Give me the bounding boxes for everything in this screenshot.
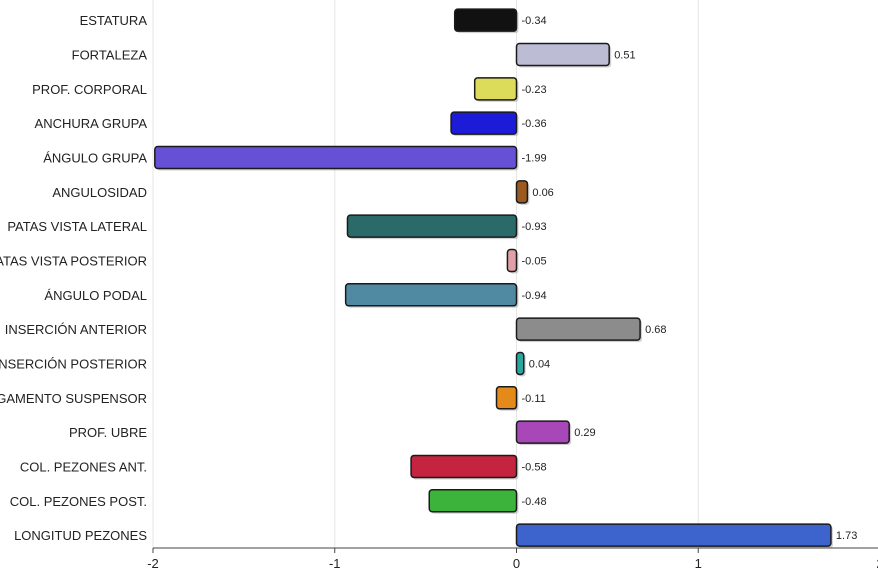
x-tick-label: -1 [329, 556, 341, 571]
category-label: ÁNGULO PODAL [44, 288, 147, 303]
category-label: FORTALEZA [72, 47, 148, 62]
bar [453, 8, 518, 32]
value-label: -0.94 [522, 290, 547, 302]
bar [344, 283, 518, 307]
category-label: PATAS VISTA LATERAL [7, 219, 147, 234]
bar [506, 248, 518, 273]
category-label: ANCHURA GRUPA [35, 116, 148, 131]
category-label: PROF. UBRE [69, 425, 147, 440]
category-label: PROF. CORPORAL [32, 82, 147, 97]
bar [515, 180, 529, 204]
x-tick-label: 1 [695, 556, 702, 571]
x-tick-label: 2 [876, 556, 878, 571]
category-label: INSERCIÓN ANTERIOR [5, 322, 147, 337]
x-tick-label: 0 [513, 556, 520, 571]
bar [428, 489, 518, 513]
category-label: ANGULOSIDAD [52, 185, 147, 200]
value-label: -0.48 [522, 496, 547, 508]
bars [154, 8, 833, 549]
value-label: 0.51 [614, 49, 635, 61]
value-label: 0.06 [532, 187, 553, 199]
category-labels: ESTATURA FORTALEZA PROF. CORPORAL ANCHURA G… [0, 13, 147, 543]
bar [515, 42, 610, 67]
value-label: -1.99 [522, 152, 547, 164]
value-label: 1.73 [836, 530, 857, 542]
bar [495, 386, 518, 410]
value-labels: -0.34 0.51 -0.23 -0.36 -1.99 0.06 -0.93 -0.05 -0… [522, 15, 858, 542]
category-label: ESTATURA [80, 13, 148, 28]
category-label: ÁNGULO GRUPA [43, 150, 147, 165]
category-label: COL. PEZONES POST. [10, 494, 147, 509]
bar [515, 351, 525, 376]
category-label: LIGAMENTO SUSPENSOR [0, 391, 147, 406]
value-label: -0.05 [522, 255, 547, 267]
x-axis: -2 -1 0 1 2 [147, 547, 878, 571]
category-label: COL. PEZONES ANT. [20, 459, 147, 474]
value-label: -0.23 [522, 84, 547, 96]
value-label: 0.68 [645, 324, 666, 336]
category-label: PATAS VISTA POSTERIOR [0, 253, 147, 268]
bar [410, 454, 518, 479]
bar [515, 317, 641, 341]
value-label: -0.58 [522, 461, 547, 473]
bar [515, 420, 570, 444]
value-label: -0.11 [522, 393, 546, 405]
value-label: -0.34 [522, 15, 547, 27]
bar [154, 145, 518, 170]
category-label: INSERCIÓN POSTERIOR [0, 356, 147, 371]
bar [450, 111, 518, 135]
value-label: -0.36 [522, 118, 547, 130]
value-label: 0.04 [529, 358, 550, 370]
value-label: 0.29 [574, 427, 595, 439]
bar [515, 523, 832, 547]
value-label: -0.93 [522, 221, 547, 233]
bar [346, 214, 518, 238]
x-tick-label: -2 [147, 556, 159, 571]
bar [473, 77, 518, 101]
category-label: LONGITUD PEZONES [14, 528, 147, 543]
